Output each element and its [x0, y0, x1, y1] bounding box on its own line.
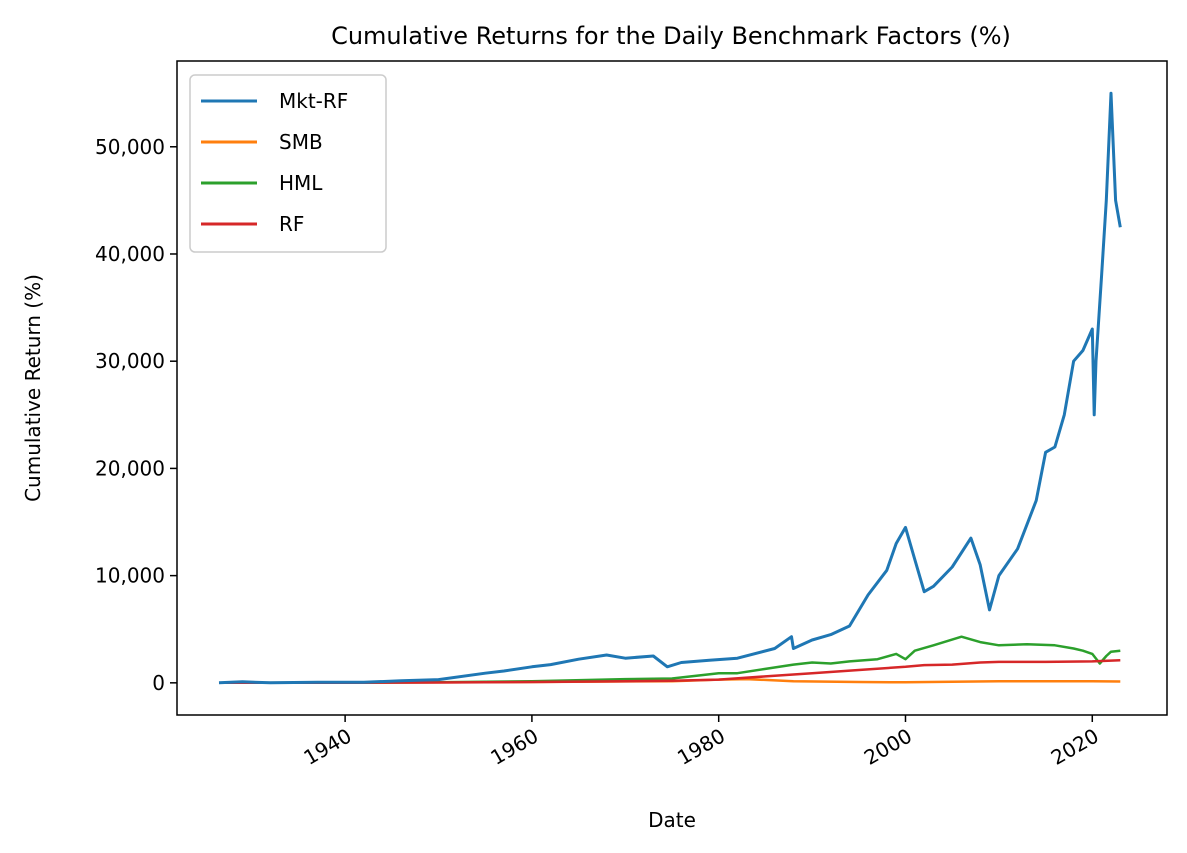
y-axis: 0 10,000 20,000 30,000 40,000 50,000: [95, 135, 177, 695]
plot-area: [176, 60, 1168, 716]
legend-box: [189, 74, 387, 253]
series-line-mkt-rf: [218, 91, 1122, 685]
y-tick-label: 10,000: [95, 564, 165, 588]
legend: Mkt-RF SMB HML RF: [189, 74, 387, 253]
y-tick-label: 30,000: [95, 349, 165, 373]
legend-label: SMB: [279, 130, 323, 154]
legend-label: Mkt-RF: [279, 89, 348, 113]
y-tick-label: 0: [152, 671, 165, 695]
chart-title: Cumulative Returns for the Daily Benchma…: [331, 22, 1011, 50]
y-tick-label: 40,000: [95, 242, 165, 266]
legend-label: HML: [279, 171, 323, 195]
plot-frame: [176, 60, 1168, 716]
x-axis-title: Date: [648, 808, 696, 832]
y-tick-label: 50,000: [95, 135, 165, 159]
series-group: [218, 91, 1122, 685]
series-line-hml: [218, 635, 1121, 685]
y-tick-label: 20,000: [95, 456, 165, 480]
y-axis-title: Cumulative Return (%): [21, 274, 45, 502]
series-line-rf: [218, 659, 1121, 685]
legend-label: RF: [279, 212, 304, 236]
